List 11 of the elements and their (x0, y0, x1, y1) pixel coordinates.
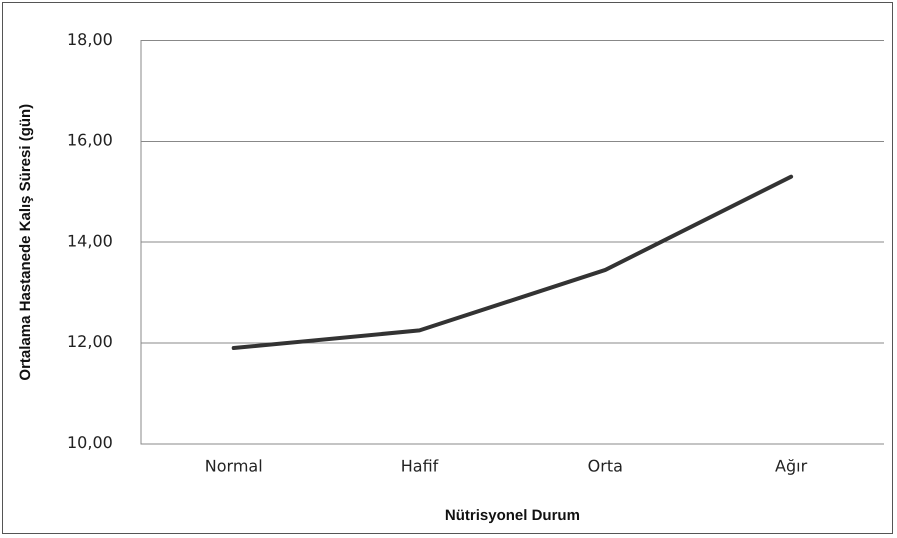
x-tick-label: Hafif (400, 456, 439, 476)
x-axis-title: Nütrisyonel Durum (444, 507, 580, 524)
y-tick-label: 18,00 (66, 30, 113, 49)
y-tick-label: 14,00 (66, 231, 113, 250)
y-tick-label: 16,00 (66, 130, 113, 150)
y-tick-label: 10,00 (66, 432, 113, 452)
x-tick-label: Normal (204, 456, 263, 476)
y-axis-title: Ortalama Hastanede Kalış Süresi (gün) (17, 104, 34, 381)
x-tick-label: Ağır (775, 456, 808, 476)
y-tick-label: 12,00 (66, 332, 113, 352)
x-tick-label: Orta (588, 456, 623, 476)
